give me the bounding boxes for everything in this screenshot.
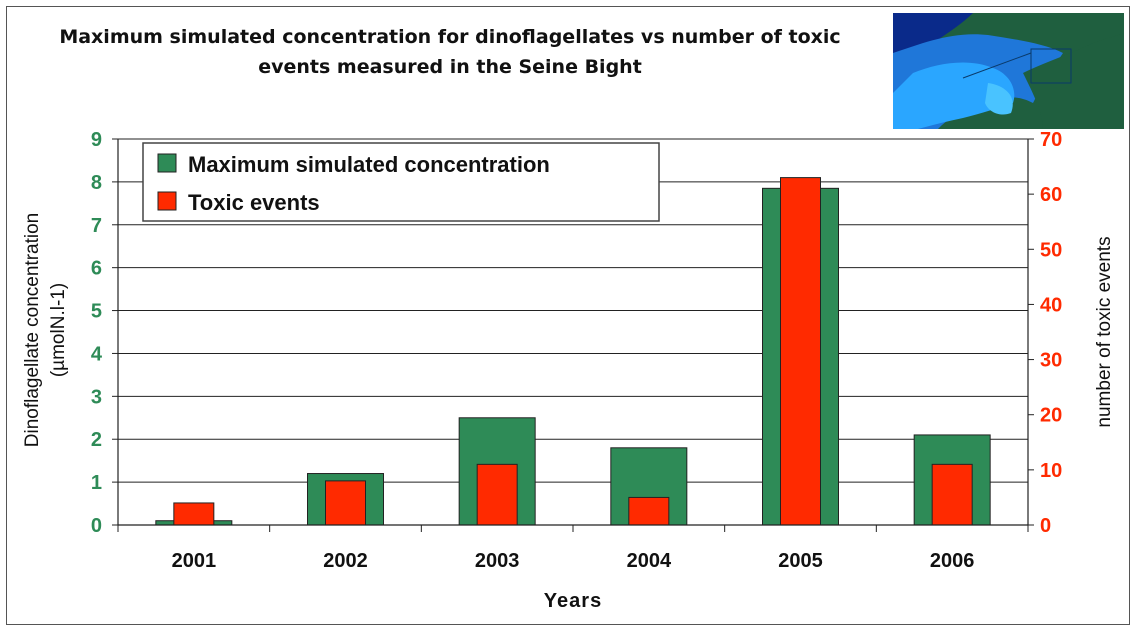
x-tick-label-2006: 2006 xyxy=(930,550,975,572)
concentration-bars xyxy=(155,187,991,526)
right-tick-label: 50 xyxy=(1040,239,1062,261)
right-tick-label: 70 xyxy=(1040,129,1062,151)
x-tick-label-2002: 2002 xyxy=(323,550,368,572)
y-axis-right-label: number of toxic events xyxy=(1094,236,1115,427)
bar-toxic-events-2004 xyxy=(628,496,670,526)
map-water-deep xyxy=(893,13,973,83)
toxic-event-bars xyxy=(173,177,973,526)
left-tick-label: 9 xyxy=(91,129,102,151)
bar-toxic-events-2003 xyxy=(476,463,518,526)
legend-label-toxic-events: Toxic events xyxy=(188,190,320,215)
x-axis-ticks: 2001 2002 2003 2004 2005 2006 xyxy=(117,525,1029,572)
y-axis-left-label-line2: (µmolN.l-1) xyxy=(48,283,69,377)
map-water-bay xyxy=(985,83,1013,115)
left-tick-label: 1 xyxy=(91,472,102,494)
map-zoom-box xyxy=(1030,48,1072,84)
legend-swatch-concentration xyxy=(157,153,177,173)
left-axis-ticks: 0 1 2 3 4 5 6 7 8 9 xyxy=(91,129,118,537)
legend-swatch-toxic-events xyxy=(157,191,177,211)
left-tick-label: 8 xyxy=(91,172,102,194)
map-water-shallow xyxy=(893,62,1015,129)
left-tick-label: 2 xyxy=(91,429,102,451)
left-tick-label: 4 xyxy=(91,343,103,365)
bar-toxic-events-2006 xyxy=(931,463,973,526)
x-axis-label: Years xyxy=(544,590,602,612)
right-axis-ticks: 0 10 20 30 40 50 60 70 xyxy=(1028,129,1062,537)
left-tick-label: 6 xyxy=(91,258,102,280)
x-tick-label-2003: 2003 xyxy=(475,550,520,572)
inset-map xyxy=(893,13,1124,129)
right-tick-label: 20 xyxy=(1040,405,1062,427)
right-tick-label: 30 xyxy=(1040,350,1062,372)
left-tick-label: 3 xyxy=(91,386,102,408)
legend: Maximum simulated concentration Toxic ev… xyxy=(142,142,660,222)
left-tick-label: 5 xyxy=(91,301,102,323)
left-tick-label: 0 xyxy=(91,515,102,537)
map-zoom-line xyxy=(962,52,1032,79)
bar-toxic-events-2001 xyxy=(173,502,215,526)
map-land-peninsula xyxy=(1023,33,1124,129)
legend-label-concentration: Maximum simulated concentration xyxy=(188,152,550,177)
right-tick-label: 40 xyxy=(1040,294,1062,316)
chart-title: Maximum simulated concentration for dino… xyxy=(59,26,841,78)
y-axis-left-label-line1: Dinoflagellate concentration xyxy=(22,213,43,448)
right-tick-label: 0 xyxy=(1040,515,1051,537)
x-tick-label-2004: 2004 xyxy=(627,550,672,572)
legend-box xyxy=(142,142,660,222)
x-tick-label-2005: 2005 xyxy=(778,550,823,572)
bar-toxic-events-2002 xyxy=(325,480,366,526)
right-tick-label: 10 xyxy=(1040,460,1062,482)
bar-toxic-events-2005 xyxy=(780,177,821,526)
left-tick-label: 7 xyxy=(91,215,102,237)
right-tick-label: 60 xyxy=(1040,184,1062,206)
x-tick-label-2001: 2001 xyxy=(172,550,217,572)
